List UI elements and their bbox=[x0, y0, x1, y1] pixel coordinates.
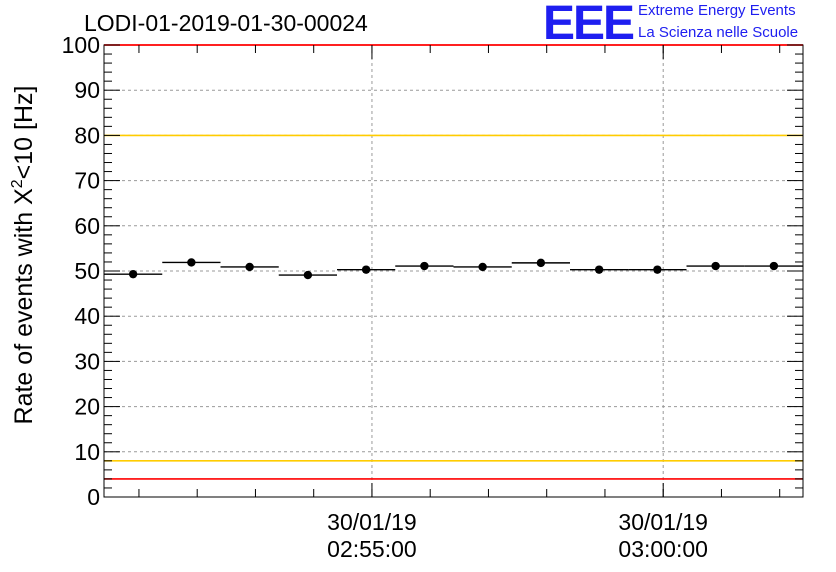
grid-lines bbox=[104, 45, 803, 497]
data-point bbox=[653, 265, 662, 274]
data-point bbox=[361, 265, 371, 274]
data-point bbox=[303, 270, 313, 280]
y-tick-labels: 0 10 20 30 40 50 60 70 80 90 100 bbox=[62, 32, 100, 510]
data-point bbox=[245, 262, 254, 272]
y-tick-label: 90 bbox=[74, 77, 100, 103]
data-point bbox=[478, 262, 487, 272]
x-tick-time: 02:55:00 bbox=[327, 536, 417, 562]
y-axis-label: Rate of events with X2<10 [Hz] bbox=[9, 86, 38, 425]
logo-line-1: Extreme Energy Events bbox=[638, 2, 796, 19]
data-point bbox=[594, 265, 604, 274]
x-tick-time: 03:00:00 bbox=[618, 536, 708, 562]
logo-line-2: La Scienza nelle Scuole bbox=[638, 24, 799, 41]
chart-title: LODI-01-2019-01-30-00024 bbox=[84, 10, 368, 36]
data-point bbox=[711, 261, 720, 271]
y-tick-label: 10 bbox=[74, 439, 100, 465]
eee-logo-icon: EEE bbox=[543, 0, 635, 50]
y-tick-label: 0 bbox=[87, 484, 100, 510]
data-point bbox=[187, 258, 196, 267]
y-tick-label: 20 bbox=[74, 394, 100, 420]
y-tick-label: 60 bbox=[74, 213, 100, 239]
y-tick-label: 50 bbox=[74, 258, 100, 284]
data-point bbox=[769, 261, 779, 271]
x-tick-date: 30/01/19 bbox=[327, 509, 417, 535]
x-tick-date: 30/01/19 bbox=[618, 509, 708, 535]
y-tick-label: 70 bbox=[74, 168, 100, 194]
data-point bbox=[420, 261, 429, 271]
y-tick-label: 30 bbox=[74, 348, 100, 374]
y-tick-label: 40 bbox=[74, 303, 100, 329]
y-tick-label: 100 bbox=[62, 32, 100, 58]
y-tick-label: 80 bbox=[74, 122, 100, 148]
axis-ticks bbox=[104, 44, 803, 498]
data-point bbox=[536, 258, 546, 268]
data-point bbox=[128, 269, 138, 279]
data-points bbox=[104, 258, 803, 280]
